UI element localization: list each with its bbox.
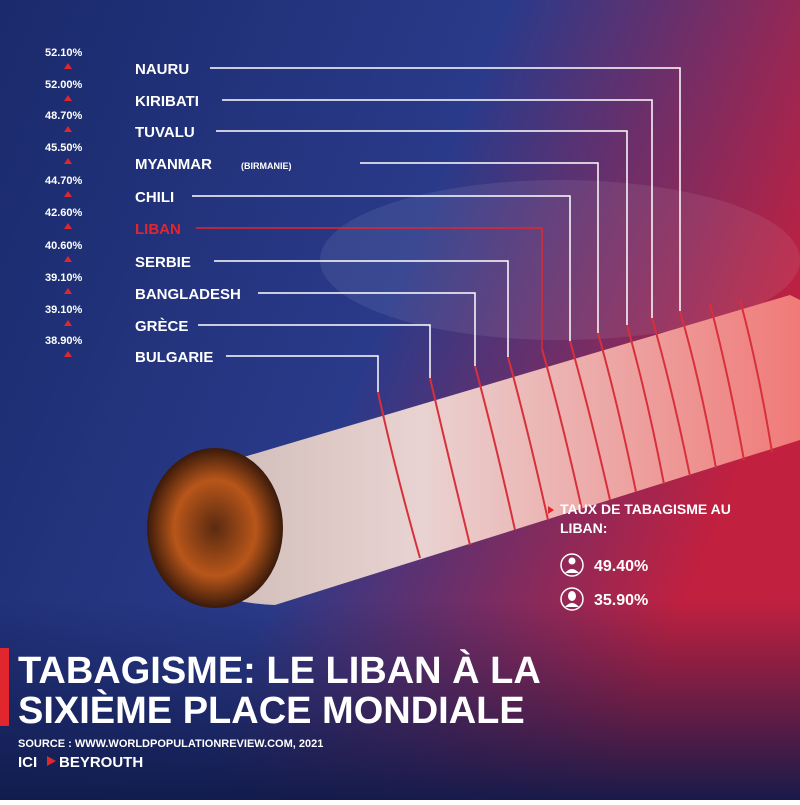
male-icon-head [568,557,576,565]
male-icon-body [565,569,579,573]
male-icon [560,553,584,577]
heading-wrap: TAUX DE TABAGISME AU LIBAN: [560,501,731,536]
brand-arrow [47,756,56,766]
cigarette-ash [147,448,283,608]
marker [548,506,554,514]
country-note: (BIRMANIE) [241,161,292,171]
percent: 40.60% [45,240,83,252]
percent: 48.70% [45,110,83,122]
lebanon-heading: TAUX DE TABAGISME AU LIBAN: [560,501,731,536]
country: BULGARIE [135,349,213,366]
markers [64,63,72,357]
country: TUVALU [135,124,195,141]
ranking: 52.10% NAURU 52.00% KIRIBATI 48.70% TUVA… [45,47,292,366]
brand-left: ICI [18,754,37,771]
brand-right: BEYROUTH [59,754,143,771]
cigarette-rings [377,299,773,559]
country: NAURU [135,61,189,78]
female-icon-head [568,591,576,601]
percent: 42.60% [45,207,83,219]
female-icon-body [565,603,579,607]
percent: 45.50% [45,142,83,154]
lebanon-box: TAUX DE TABAGISME AU LIBAN: 49.40% 35.90… [548,501,731,611]
women-rate: 35.90% [594,592,648,609]
leader-lines [192,67,681,392]
female-icon [560,587,584,611]
title-line: TABAGISME: LE LIBAN À LA [18,648,541,692]
country: GRÈCE [135,318,188,335]
bottom-shade [0,600,800,800]
country: BANGLADESH [135,286,241,303]
country: CHILI [135,189,174,206]
leader-line-highlight [196,227,543,349]
country: KIRIBATI [135,93,199,110]
percent: 39.10% [45,272,83,284]
percent: 44.70% [45,175,83,187]
percent: 38.90% [45,335,83,347]
percent: 52.00% [45,79,83,91]
percent: 39.10% [45,304,83,316]
title-bar [0,648,9,726]
title-line: SIXIÈME PLACE MONDIALE [18,688,525,732]
percent: 52.10% [45,47,83,59]
country: SERBIE [135,254,191,271]
men-rate: 49.40% [594,558,648,575]
cigarette [167,295,800,605]
source: SOURCE : WWW.WORLDPOPULATIONREVIEW.COM, … [18,738,323,750]
country-highlight: LIBAN [135,221,181,238]
country: MYANMAR [135,156,212,173]
